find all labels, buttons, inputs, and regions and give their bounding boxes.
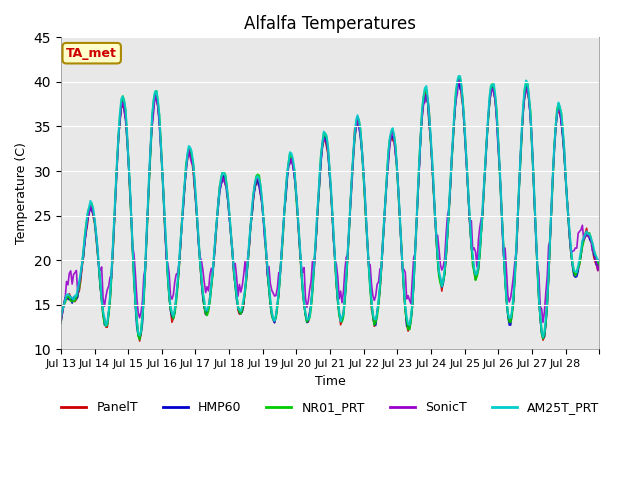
Title: Alfalfa Temperatures: Alfalfa Temperatures: [244, 15, 416, 33]
Text: TA_met: TA_met: [67, 47, 117, 60]
Legend: PanelT, HMP60, NR01_PRT, SonicT, AM25T_PRT: PanelT, HMP60, NR01_PRT, SonicT, AM25T_P…: [56, 396, 604, 419]
X-axis label: Time: Time: [315, 374, 346, 387]
Y-axis label: Temperature (C): Temperature (C): [15, 143, 28, 244]
